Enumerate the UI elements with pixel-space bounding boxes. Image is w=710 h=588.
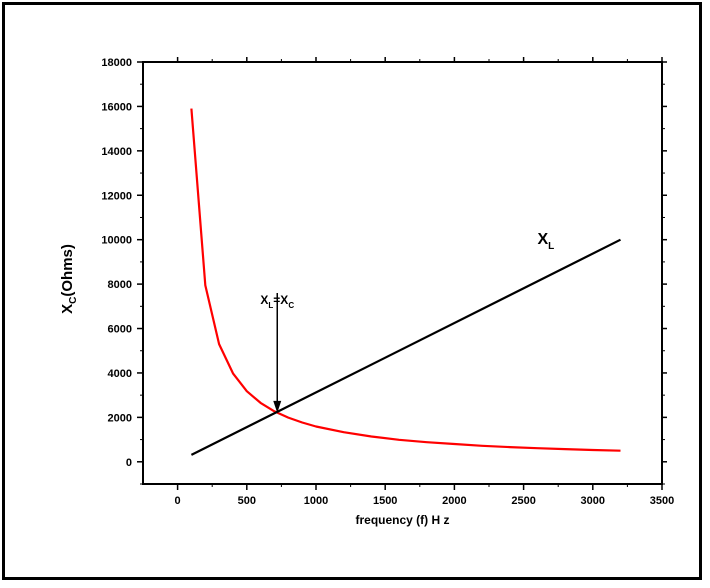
y-tick-label: 12000: [101, 190, 132, 202]
x-tick-label: 500: [238, 495, 256, 507]
x-tick-label: 2000: [442, 495, 466, 507]
y-tick-label: 14000: [101, 146, 132, 158]
arrow-head: [273, 400, 282, 413]
y-tick-label: 16000: [101, 101, 132, 113]
series-line-xc: [190, 108, 621, 452]
y-tick-label: 2000: [108, 412, 132, 424]
plot-area-border: [142, 61, 663, 485]
y-tick-label: 0: [126, 457, 132, 469]
x-tick-label: 3500: [650, 495, 674, 507]
y-tick-label: 8000: [108, 279, 132, 291]
y-axis-label: XC(Ohms): [59, 244, 79, 314]
y-tick-label: 10000: [101, 235, 132, 247]
xl-label: XL: [537, 231, 554, 252]
y-tick-label: 6000: [108, 324, 132, 336]
y-tick-label: 4000: [108, 368, 132, 380]
x-tick-label: 1000: [304, 495, 328, 507]
x-tick-label: 3000: [581, 495, 605, 507]
series-line-xl: [190, 238, 621, 456]
x-tick-label: 1500: [373, 495, 397, 507]
x-tick-label: 2500: [511, 495, 535, 507]
y-tick-label: 18000: [101, 57, 132, 69]
x-axis-label: frequency (f) H z: [355, 513, 449, 527]
x-tick-label: 0: [175, 495, 181, 507]
